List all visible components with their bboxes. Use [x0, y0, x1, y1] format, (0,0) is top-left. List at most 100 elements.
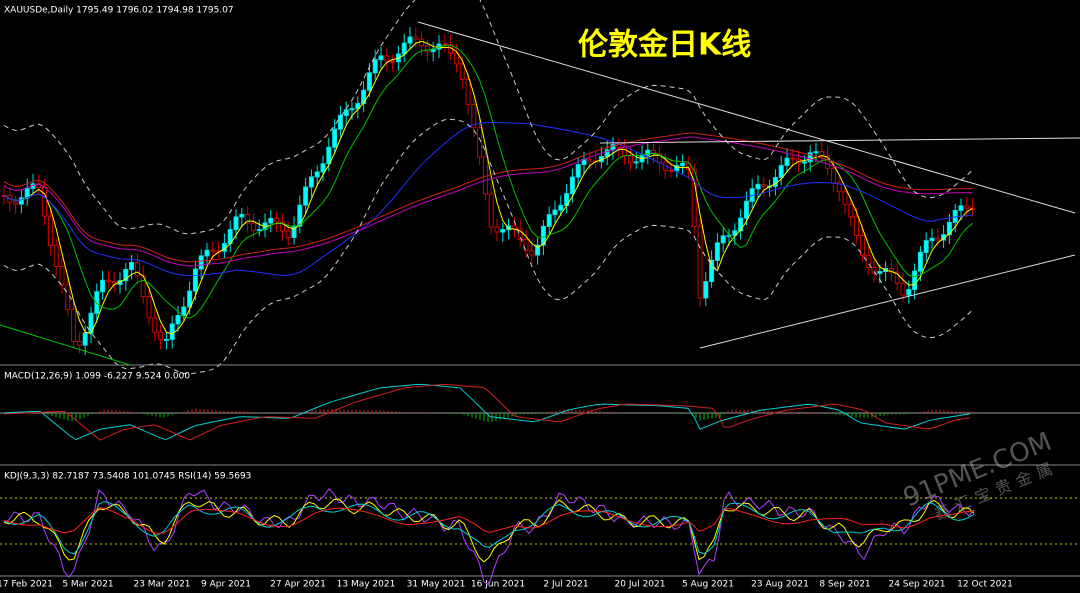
candle-body [923, 240, 929, 253]
candle-body [964, 205, 970, 209]
candle-body [13, 201, 19, 205]
candle-body [320, 163, 326, 173]
candle-body [714, 242, 720, 261]
candle-body [813, 151, 819, 154]
candle-body [187, 290, 193, 308]
candle-body [100, 279, 106, 293]
time-label: 23 Aug 2021 [751, 580, 809, 590]
candle-body [413, 36, 419, 40]
candle-body [500, 229, 506, 233]
chart-title: 伦敦金日K线 [578, 28, 751, 63]
candle-body [71, 308, 77, 342]
candle-body [384, 55, 390, 62]
candle-body [761, 183, 767, 188]
candle-body [233, 216, 239, 231]
candle-body [830, 167, 836, 184]
candle-body [680, 162, 686, 167]
candle-body [308, 176, 314, 188]
time-label: 20 Jul 2021 [615, 580, 666, 590]
candle-body [958, 205, 964, 211]
candle-body [175, 315, 181, 325]
candle-body [343, 109, 349, 116]
time-label: 8 Sep 2021 [819, 580, 870, 590]
candle-body [575, 164, 581, 178]
candle-body [587, 158, 593, 162]
candle-body [129, 261, 135, 270]
time-label: 13 May 2021 [337, 580, 396, 590]
candle-body [523, 238, 529, 252]
candle-body [494, 226, 500, 233]
macd-line [3, 383, 971, 441]
candle-body [337, 114, 343, 130]
candle-body [459, 63, 465, 80]
candle-body [250, 222, 256, 231]
candle-body [76, 340, 82, 346]
candle-body [906, 289, 912, 296]
candle-body [778, 164, 784, 179]
candle-body [668, 169, 674, 172]
time-label: 12 Oct 2021 [957, 580, 1013, 590]
candle-body [900, 282, 906, 296]
kdj-line [3, 498, 975, 563]
candle-body [134, 261, 140, 277]
candle-body [169, 323, 175, 340]
time-label: 17 Feb 2021 [0, 580, 53, 590]
candle-body [82, 332, 88, 346]
candle-body [94, 291, 100, 314]
candle-body [42, 186, 48, 217]
candle-body [801, 161, 807, 164]
candle-body [488, 193, 494, 228]
time-label: 2 Jul 2021 [543, 580, 588, 590]
candle-body [569, 176, 575, 195]
indicator-line [3, 118, 973, 375]
time-axis: 17 Feb 2021 5 Mar 2021 23 Mar 2021 9 Apr 20… [0, 580, 1013, 590]
candle-body [123, 268, 129, 282]
candle-body [540, 225, 546, 246]
time-label: 27 Apr 2021 [270, 580, 326, 590]
candle-body [332, 128, 338, 148]
candle-body [18, 197, 24, 205]
candle-body [645, 149, 651, 156]
candle-body [198, 255, 204, 270]
candle-body [239, 213, 245, 218]
candle-body [929, 237, 935, 242]
macd-label: MACD(12,26,9) 1.099 -6.227 9.524 0.000 [4, 372, 190, 382]
candle-body [738, 217, 744, 232]
candle-body [378, 55, 384, 61]
candle-body [390, 60, 396, 63]
candle-body [158, 331, 164, 341]
candle-body [755, 183, 761, 190]
candle-body [888, 268, 894, 273]
candle-body [65, 284, 71, 310]
candle-body [935, 237, 941, 241]
candle-body [865, 254, 871, 269]
candle-body [419, 38, 425, 47]
candle-body [877, 271, 883, 274]
candle-body [529, 250, 535, 256]
candle-body [627, 155, 633, 164]
time-label: 23 Mar 2021 [133, 580, 190, 590]
time-label: 24 Sep 2021 [888, 580, 945, 590]
candle-body [848, 203, 854, 218]
candle-body [784, 157, 790, 166]
candle-body [285, 230, 291, 238]
candle-body [279, 221, 285, 232]
candle-body [720, 235, 726, 244]
trend-line [417, 21, 1076, 214]
candle-body [633, 161, 639, 164]
candle-body [53, 244, 59, 268]
indicator-line [3, 0, 973, 235]
candle-body [105, 279, 111, 283]
candle-body [245, 213, 251, 224]
candle-body [326, 146, 332, 165]
candle-body [401, 42, 407, 55]
candle-body [47, 215, 53, 246]
candle-body [558, 204, 564, 211]
candle-body [303, 186, 309, 206]
time-label: 5 Mar 2021 [62, 580, 113, 590]
candle-body [546, 214, 552, 227]
candle-body [709, 259, 715, 283]
candle-body [297, 204, 303, 227]
indicator-line [3, 136, 973, 267]
candle-body [146, 295, 152, 319]
